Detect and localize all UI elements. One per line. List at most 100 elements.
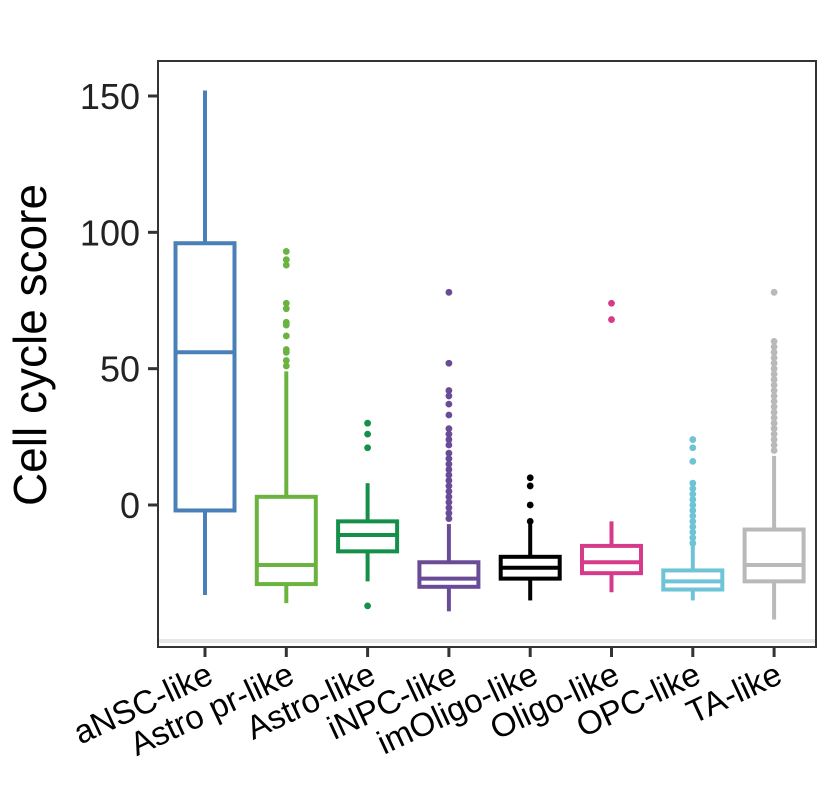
outlier-point (445, 400, 453, 408)
outlier-point (770, 392, 778, 400)
outlier-point (689, 485, 697, 493)
outlier-point (689, 436, 697, 443)
y-tick-label: 50 (100, 349, 140, 390)
outlier-point (364, 430, 371, 438)
outlier-point (445, 288, 453, 296)
outlier-point (282, 318, 290, 326)
outlier-point (689, 534, 697, 542)
outlier-point (445, 477, 453, 484)
outlier-point (770, 408, 778, 416)
outlier-point (689, 507, 697, 514)
outlier-point (282, 362, 290, 370)
outlier-point (770, 414, 778, 422)
outlier-point (689, 444, 697, 452)
outlier-point (770, 354, 778, 362)
outlier-point (282, 332, 290, 340)
outlier-point (526, 517, 534, 525)
outlier-point (689, 539, 697, 547)
outlier-point (282, 299, 290, 307)
outlier-point (445, 466, 453, 473)
outlier-point (445, 498, 453, 506)
outlier-point (689, 517, 697, 525)
outlier-point (364, 444, 371, 452)
y-axis: 0 50 100 150 (80, 76, 158, 526)
outlier-point (689, 457, 697, 465)
outlier-point (445, 515, 453, 523)
outlier-point (445, 430, 453, 438)
box-opc-like (661, 436, 725, 601)
outlier-point (445, 411, 453, 419)
outlier-point (445, 482, 453, 490)
box-iqr (254, 494, 318, 587)
outlier-point (282, 357, 290, 364)
outlier-point (445, 493, 453, 501)
outlier-point (689, 490, 697, 498)
outlier-point (445, 509, 453, 517)
outlier-point (770, 441, 778, 449)
outlier-point (526, 474, 534, 482)
outlier-point (526, 501, 534, 509)
box-ansc-like (173, 90, 237, 595)
outlier-point (445, 455, 453, 463)
outlier-point (689, 501, 697, 509)
outlier-point (770, 403, 778, 411)
y-tick-label: 150 (80, 76, 140, 117)
outlier-point (689, 528, 697, 536)
outlier-point (282, 248, 290, 255)
outlier-point (445, 460, 453, 468)
outlier-point (445, 449, 453, 457)
outlier-point (770, 436, 778, 443)
outlier-point (364, 602, 371, 610)
box-astro-pr-like (254, 248, 318, 604)
plot-marks (173, 90, 806, 620)
plot-panel-border (157, 60, 817, 648)
outlier-point (445, 441, 453, 449)
outlier-point (770, 288, 778, 296)
outlier-point (770, 419, 778, 427)
outlier-point (445, 359, 453, 367)
outlier-point (526, 482, 534, 490)
box-iqr (580, 543, 643, 576)
outlier-point (364, 419, 371, 427)
outlier-point (770, 397, 778, 405)
outlier-point (282, 346, 290, 353)
outlier-point (770, 387, 778, 394)
box-iqr (173, 241, 237, 513)
outlier-point (770, 348, 778, 356)
outlier-point (608, 316, 615, 323)
outlier-point (689, 512, 697, 520)
outlier-point (770, 376, 778, 383)
box-oligo-like (580, 299, 643, 593)
box-iqr (417, 560, 481, 589)
outlier-point (445, 471, 453, 479)
outlier-point (282, 305, 290, 313)
y-axis-label: Cell cycle score (4, 184, 56, 506)
outlier-point (770, 343, 778, 351)
outlier-point (445, 487, 453, 495)
outlier-point (445, 392, 453, 400)
outlier-point (770, 381, 778, 389)
y-tick-label: 100 (80, 212, 140, 253)
outlier-point (445, 387, 453, 394)
outlier-point (770, 338, 778, 345)
box-inpc-like (417, 288, 481, 612)
outlier-point (445, 504, 453, 512)
outlier-point (282, 256, 290, 263)
outlier-point (770, 370, 778, 378)
outlier-point (770, 359, 778, 367)
outlier-point (770, 425, 778, 433)
outlier-point (689, 523, 697, 531)
outlier-point (445, 425, 453, 433)
y-tick-label: 0 (120, 485, 140, 526)
outlier-point (608, 299, 615, 307)
outlier-point (445, 436, 453, 443)
box-astro-like (336, 419, 400, 610)
box-iqr (742, 527, 806, 584)
outlier-point (282, 261, 290, 269)
outlier-point (689, 479, 697, 487)
outlier-point (770, 365, 778, 373)
outlier-point (770, 430, 778, 438)
box-imoligo-like (498, 474, 562, 601)
